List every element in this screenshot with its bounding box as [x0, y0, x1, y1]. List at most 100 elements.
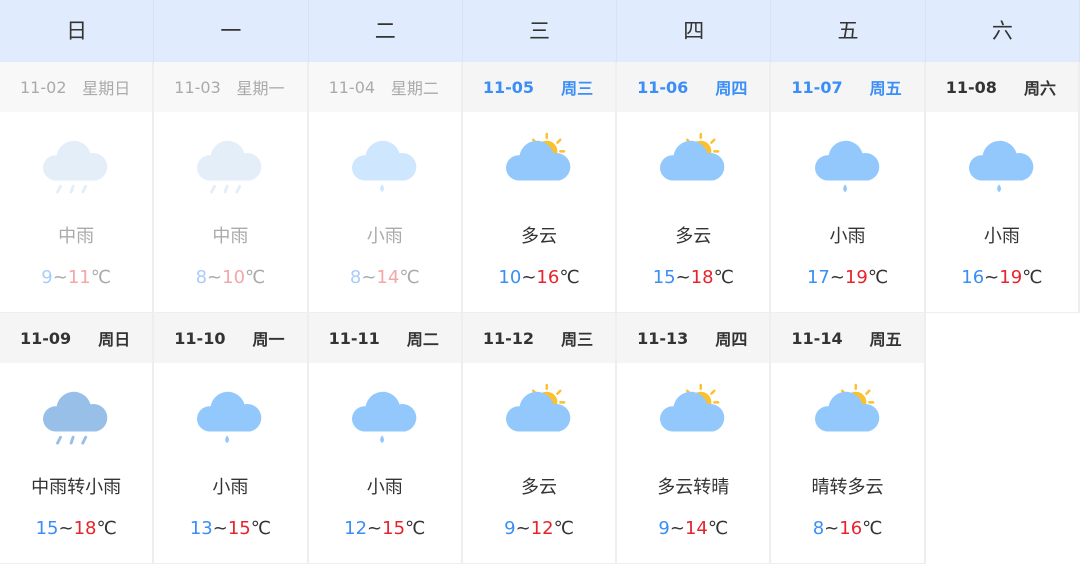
partly-cloudy-icon: [814, 383, 879, 432]
low-temp: 8: [349, 267, 362, 288]
date: 11-12: [482, 328, 535, 348]
temperature-range: 9~11℃: [41, 267, 111, 288]
condition: 小雨: [829, 226, 866, 247]
condition: 晴转多云: [811, 477, 884, 498]
day-of-week: 周六: [1023, 79, 1056, 98]
unit: ℃: [405, 518, 426, 539]
partly-cloudy-icon: [506, 132, 571, 181]
light-rain-icon: [351, 391, 417, 444]
day-of-week: 周三: [561, 79, 594, 98]
unit: ℃: [1022, 267, 1043, 288]
unit: ℃: [245, 267, 266, 288]
temperature-range: 9~12℃: [504, 518, 574, 539]
condition: 中雨转小雨: [31, 477, 122, 498]
low-temp: 8: [195, 267, 208, 288]
weekday-0: 日: [0, 0, 155, 62]
condition: 多云: [520, 226, 557, 247]
day-of-week: 星期二: [390, 79, 439, 98]
day-cell[interactable]: 11-02 星期日 中雨 9~11℃: [0, 62, 155, 313]
date: 11-04: [328, 77, 376, 97]
day-cell[interactable]: 11-04 星期二 小雨 8~14℃: [308, 62, 463, 313]
light-rain-icon: [197, 391, 262, 444]
day-of-week: 周五: [869, 330, 902, 349]
light-rain-icon: [968, 140, 1034, 193]
moderate-rain-icon: [197, 140, 262, 194]
day-of-week: 周一: [252, 330, 285, 349]
date: 11-13: [637, 328, 689, 348]
date-bar: 11-03 星期一: [154, 62, 307, 112]
unit: ℃: [399, 267, 420, 288]
condition: 小雨: [212, 477, 249, 498]
date-bar: 11-09 周日: [0, 313, 153, 363]
weekday-6: 六: [926, 0, 1080, 62]
day-of-week: 周三: [561, 330, 594, 349]
condition: 小雨: [366, 477, 403, 498]
low-temp: 17: [806, 267, 830, 288]
date: 11-11: [328, 328, 380, 348]
low-temp: 9: [504, 518, 516, 539]
temperature-range: 12~15℃: [344, 518, 426, 539]
unit: ℃: [867, 267, 889, 288]
temperature-range: 9~14℃: [658, 518, 729, 539]
day-of-week: 周四: [715, 330, 748, 349]
temperature-range: 16~19℃: [961, 267, 1043, 288]
temperature-range: 15~18℃: [652, 267, 734, 288]
high-temp: 12: [530, 518, 554, 539]
day-cell[interactable]: 11-08 周六 小雨 16~19℃: [925, 62, 1080, 313]
unit: ℃: [250, 518, 271, 539]
weekday-4: 四: [617, 0, 772, 62]
day-cell[interactable]: 11-09 周日 中雨转小雨 15~18℃: [0, 313, 155, 564]
temperature-range: 8~10℃: [195, 267, 266, 288]
high-temp: 15: [382, 518, 406, 539]
unit: ℃: [559, 267, 580, 288]
temperature-range: 8~16℃: [812, 518, 883, 539]
date-bar: 11-08 周六: [925, 62, 1078, 112]
unit: ℃: [707, 518, 729, 539]
date-bar: 11-05 周三: [462, 62, 616, 112]
high-temp: 16: [536, 267, 560, 288]
empty-cell: [925, 313, 1080, 564]
date: 11-03: [174, 77, 221, 97]
low-temp: 16: [961, 267, 985, 288]
day-of-week: 周四: [715, 79, 748, 98]
day-cell[interactable]: 11-06 周四 多云 15~18℃: [617, 62, 772, 313]
date: 11-02: [20, 77, 67, 97]
low-temp: 13: [189, 518, 213, 539]
day-cell[interactable]: 11-11 周二 小雨 12~15℃: [308, 313, 463, 564]
temperature-range: 8~14℃: [349, 267, 420, 288]
date-bar: 11-10 周一: [154, 313, 307, 363]
condition: 中雨: [212, 226, 249, 247]
temperature-range: 17~19℃: [806, 267, 889, 288]
date-bar: 11-12 周三: [462, 313, 616, 363]
date-bar: 11-11 周二: [308, 313, 461, 363]
date-bar: 11-02 星期日: [0, 62, 153, 112]
day-cell[interactable]: 11-07 周五 小雨 17~19℃: [771, 62, 926, 313]
moderate-rain-icon: [43, 140, 108, 194]
moderate-rain-dark-icon: [43, 391, 108, 445]
date: 11-08: [945, 77, 997, 97]
day-cell[interactable]: 11-13 周四 多云转晴 9~14℃: [617, 313, 772, 564]
date: 11-05: [482, 77, 535, 97]
week-row: 11-09 周日 中雨转小雨 15~18℃ 11-10 周一 小雨 13~15℃…: [0, 313, 1080, 564]
day-cell[interactable]: 11-03 星期一 中雨 8~10℃: [154, 62, 309, 313]
low-temp: 15: [35, 518, 59, 539]
date-bar: 11-06 周四: [617, 62, 770, 112]
day-cell[interactable]: 11-12 周三 多云 9~12℃: [462, 313, 618, 564]
high-temp: 14: [684, 518, 708, 539]
day-cell[interactable]: 11-05 周三 多云 10~16℃: [462, 62, 618, 313]
low-temp: 9: [41, 267, 53, 288]
condition: 多云: [675, 226, 712, 247]
temperature-range: 10~16℃: [498, 267, 580, 288]
day-cell[interactable]: 11-10 周一 小雨 13~15℃: [154, 313, 309, 564]
high-temp: 16: [839, 518, 863, 539]
unit: ℃: [862, 518, 883, 539]
temperature-range: 15~18℃: [35, 518, 117, 539]
condition: 中雨: [58, 226, 95, 247]
unit: ℃: [90, 267, 111, 288]
high-temp: 11: [67, 267, 91, 288]
date: 11-09: [20, 328, 72, 348]
low-temp: 15: [652, 267, 676, 288]
temperature-range: 13~15℃: [189, 518, 271, 539]
day-cell[interactable]: 11-14 周五 晴转多云 8~16℃: [771, 313, 926, 564]
